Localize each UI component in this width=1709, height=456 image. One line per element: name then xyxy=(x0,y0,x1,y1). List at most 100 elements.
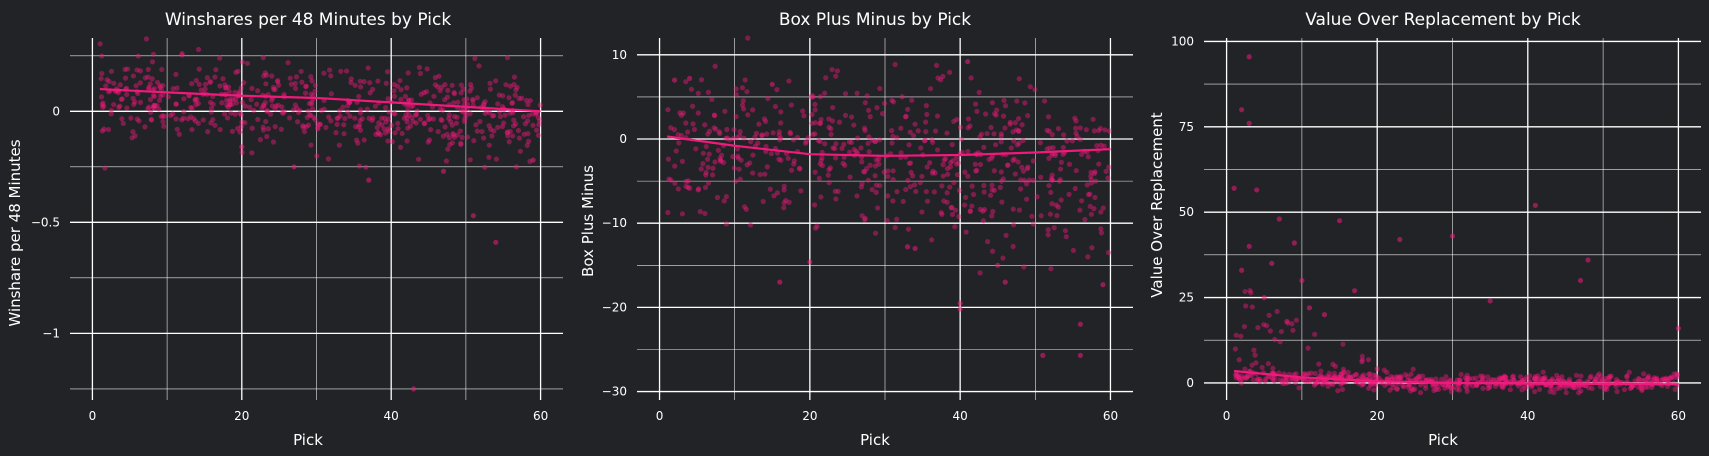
data-point-winshares xyxy=(467,88,473,94)
data-point-vorp xyxy=(1500,385,1506,391)
data-point-winshares xyxy=(337,108,343,114)
data-point-bpm xyxy=(992,111,998,117)
data-point-bpm xyxy=(683,183,689,190)
data-point-bpm xyxy=(1084,182,1090,188)
data-point-vorp xyxy=(1405,382,1411,388)
data-point-winshares xyxy=(504,129,510,135)
data-point-winshares xyxy=(260,102,266,108)
data-point-winshares xyxy=(473,122,479,128)
data-point-vorp xyxy=(1361,372,1367,378)
data-point-winshares xyxy=(477,118,483,125)
data-point-winshares xyxy=(232,96,239,102)
data-point-winshares xyxy=(134,67,140,73)
data-point-winshares xyxy=(257,137,264,143)
data-point-bpm xyxy=(750,170,756,176)
data-point-winshares xyxy=(174,85,180,91)
data-point-bpm xyxy=(675,186,681,192)
data-point-bpm xyxy=(976,89,982,95)
data-point-winshares xyxy=(525,101,531,108)
data-point-vorp xyxy=(1367,371,1373,377)
data-point-bpm xyxy=(818,157,824,164)
data-point-winshares xyxy=(437,106,444,112)
data-point-vorp xyxy=(1409,386,1415,392)
data-point-bpm xyxy=(1085,254,1091,260)
data-point-vorp xyxy=(1503,374,1509,380)
data-point-vorp xyxy=(1632,378,1638,384)
data-point-winshares xyxy=(440,133,446,139)
data-point-bpm xyxy=(716,129,722,135)
data-point-winshares xyxy=(176,131,182,137)
data-point-winshares xyxy=(312,117,318,123)
data-point-winshares xyxy=(314,153,320,159)
data-point-vorp xyxy=(1669,374,1675,380)
data-point-winshares xyxy=(151,85,158,92)
data-point-vorp xyxy=(1359,382,1365,388)
data-point-winshares xyxy=(389,122,395,128)
data-point-vorp xyxy=(1233,371,1239,377)
data-point-bpm xyxy=(753,130,760,136)
data-point-winshares xyxy=(264,108,270,114)
data-point-vorp xyxy=(1660,376,1666,382)
data-point-vorp xyxy=(1554,378,1560,384)
data-point-vorp xyxy=(1390,384,1396,391)
data-point-vorp xyxy=(1244,373,1250,379)
data-point-winshares xyxy=(308,91,314,97)
data-point-vorp xyxy=(1366,385,1372,391)
data-point-bpm xyxy=(830,145,836,151)
data-point-vorp xyxy=(1664,376,1670,382)
data-point-winshares xyxy=(287,115,293,121)
chart-title-winshares: Winshares per 48 Minutes by Pick xyxy=(165,10,452,30)
data-point-vorp xyxy=(1439,376,1445,382)
data-point-bpm xyxy=(1016,128,1022,134)
data-point-bpm xyxy=(941,157,947,163)
data-point-winshares xyxy=(165,94,171,100)
data-point-vorp xyxy=(1255,376,1261,382)
data-point-winshares xyxy=(232,111,238,117)
data-point-winshares xyxy=(455,99,461,105)
data-point-bpm xyxy=(1053,202,1059,208)
data-point-bpm xyxy=(981,206,988,213)
trend-line-vorp xyxy=(1234,369,1679,386)
data-point-vorp xyxy=(1280,380,1286,387)
data-point-winshares xyxy=(150,104,157,111)
data-point-winshares xyxy=(463,113,469,119)
data-point-bpm xyxy=(974,167,980,173)
data-point-vorp xyxy=(1417,382,1424,388)
data-point-winshares xyxy=(385,96,391,102)
data-point-winshares xyxy=(413,112,420,118)
data-point-winshares xyxy=(356,163,363,169)
data-point-bpm xyxy=(702,184,709,191)
data-point-bpm xyxy=(858,184,864,190)
data-point-bpm xyxy=(951,118,957,124)
data-point-winshares xyxy=(489,113,496,119)
data-point-vorp xyxy=(1414,375,1420,382)
data-point-winshares xyxy=(103,83,109,89)
data-point-vorp xyxy=(1523,374,1530,381)
data-point-winshares xyxy=(195,46,202,53)
data-point-bpm xyxy=(748,139,754,145)
data-point-bpm xyxy=(1011,138,1017,144)
data-point-winshares xyxy=(100,104,106,110)
data-point-winshares xyxy=(212,122,218,128)
data-point-bpm xyxy=(796,165,803,171)
y-tick-label-bpm: −20 xyxy=(602,300,627,314)
data-point-winshares xyxy=(173,71,179,77)
data-point-bpm xyxy=(977,134,983,140)
x-tick-label-vorp: 0 xyxy=(1223,409,1231,423)
data-point-bpm xyxy=(776,156,782,162)
data-point-winshares xyxy=(369,117,375,123)
data-point-bpm xyxy=(894,189,900,195)
data-point-winshares xyxy=(444,131,450,137)
data-point-winshares xyxy=(146,84,152,90)
data-point-bpm xyxy=(805,135,811,141)
data-point-winshares xyxy=(449,140,456,146)
data-point-winshares xyxy=(486,109,493,116)
data-point-winshares xyxy=(146,86,152,92)
data-point-bpm xyxy=(972,161,978,167)
data-point-bpm xyxy=(809,120,815,126)
data-point-winshares xyxy=(97,41,103,47)
data-point-vorp xyxy=(1253,360,1259,366)
data-point-vorp xyxy=(1312,370,1318,377)
data-point-bpm xyxy=(1098,226,1104,232)
data-point-vorp xyxy=(1248,290,1254,296)
